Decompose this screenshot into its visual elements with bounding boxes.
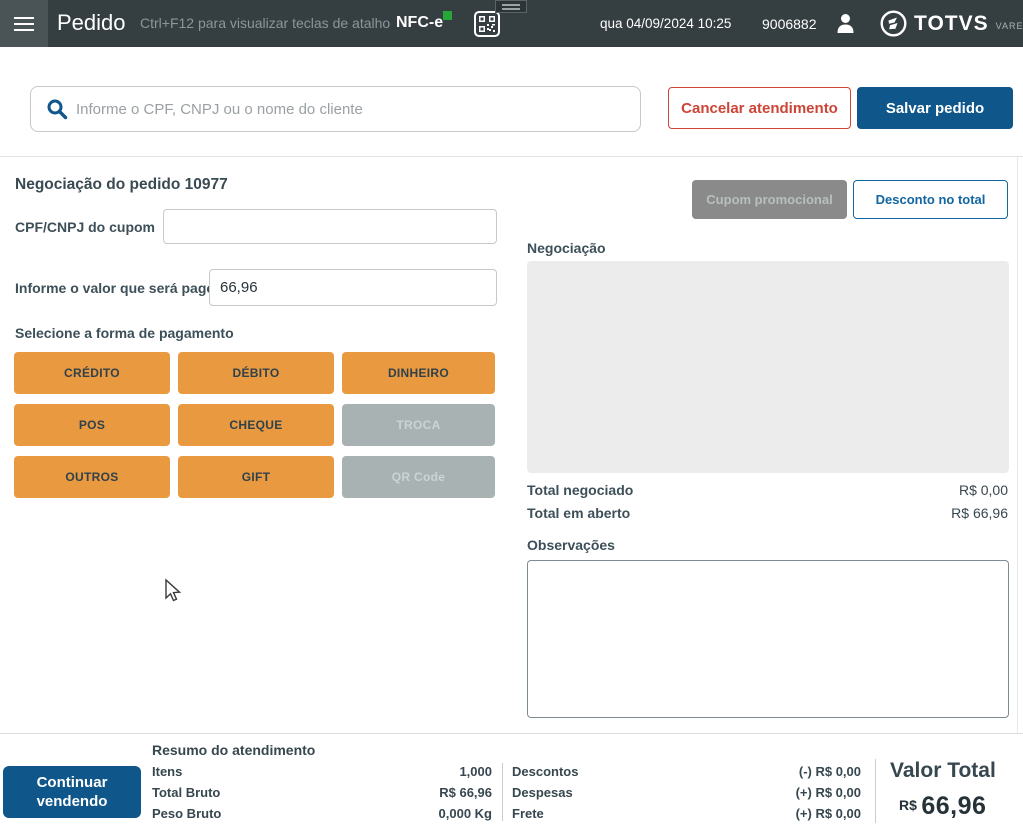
totvs-logo-icon bbox=[880, 10, 907, 37]
items-label: Itens bbox=[152, 764, 183, 779]
page-title: Pedido bbox=[57, 10, 126, 35]
amount-label: Informe o valor que será pago bbox=[15, 280, 215, 296]
top-bar: Pedido Ctrl+F12 para visualizar teclas d… bbox=[0, 0, 1023, 47]
payment-method-label: Selecione a forma de pagamento bbox=[15, 325, 234, 341]
amount-input[interactable] bbox=[209, 269, 497, 306]
gross-weight-label: Peso Bruto bbox=[152, 806, 222, 821]
total-open-row: Total em aberto R$ 66,96 bbox=[527, 505, 1008, 521]
payment-qrcode-button: QR Code bbox=[342, 456, 495, 498]
summary-gross-weight-row: Peso Bruto 0,000 Kg bbox=[152, 806, 492, 821]
freight-value: (+) R$ 0,00 bbox=[795, 806, 861, 821]
nfce-status-indicator bbox=[443, 11, 452, 20]
total-negotiated-value: R$ 0,00 bbox=[958, 482, 1008, 498]
cpf-coupon-input[interactable] bbox=[163, 209, 497, 244]
grand-total-label: Valor Total bbox=[890, 759, 996, 782]
store-code: 9006882 bbox=[762, 16, 817, 32]
nfce-label: NFC-e bbox=[396, 14, 444, 31]
grand-total-currency: R$ bbox=[899, 797, 917, 813]
total-open-value: R$ 66,96 bbox=[951, 505, 1008, 521]
customer-search-input[interactable] bbox=[76, 88, 636, 130]
grand-total-amount: 66,96 bbox=[921, 792, 987, 820]
gross-weight-value: 0,000 Kg bbox=[438, 806, 492, 821]
summary-items-row: Itens 1,000 bbox=[152, 764, 492, 779]
summary-freight-row: Frete (+) R$ 0,00 bbox=[512, 806, 861, 821]
summary-gross-total-row: Total Bruto R$ 66,96 bbox=[152, 785, 492, 800]
mouse-cursor bbox=[163, 578, 183, 609]
payment-gift-button[interactable]: GIFT bbox=[178, 456, 334, 498]
total-discount-button[interactable]: Desconto no total bbox=[853, 180, 1008, 219]
qr-code-icon[interactable] bbox=[474, 11, 500, 37]
brand-subtitle: VAREJO bbox=[995, 20, 1023, 31]
expenses-label: Despesas bbox=[512, 785, 573, 800]
observations-textarea[interactable] bbox=[527, 560, 1009, 718]
items-value: 1,000 bbox=[459, 764, 492, 779]
gross-total-value: R$ 66,96 bbox=[439, 785, 492, 800]
payment-troca-button: TROCA bbox=[342, 404, 495, 446]
observations-label: Observações bbox=[527, 537, 615, 553]
detached-handle[interactable] bbox=[495, 0, 527, 13]
expenses-value: (+) R$ 0,00 bbox=[795, 785, 861, 800]
summary-expenses-row: Despesas (+) R$ 0,00 bbox=[512, 785, 861, 800]
discounts-value: (-) R$ 0,00 bbox=[798, 764, 861, 779]
summary-divider-2 bbox=[875, 759, 876, 823]
summary-divider-1 bbox=[502, 763, 503, 821]
datetime-display: qua 04/09/2024 10:25 bbox=[600, 16, 732, 31]
payment-dinheiro-button[interactable]: DINHEIRO bbox=[342, 352, 495, 394]
brand-name: TOTVS bbox=[914, 11, 989, 35]
payment-debito-button[interactable]: DÉBITO bbox=[178, 352, 334, 394]
shortcut-hint: Ctrl+F12 para visualizar teclas de atalh… bbox=[140, 15, 391, 31]
payment-pos-button[interactable]: POS bbox=[14, 404, 170, 446]
cancel-service-button[interactable]: Cancelar atendimento bbox=[668, 87, 851, 129]
gross-total-label: Total Bruto bbox=[152, 785, 221, 800]
footer-bar: Continuar vendendo Resumo do atendimento… bbox=[0, 733, 1023, 826]
continue-selling-button[interactable]: Continuar vendendo bbox=[3, 766, 141, 818]
user-icon[interactable] bbox=[836, 13, 855, 38]
totvs-logo: TOTVS VAREJO bbox=[880, 10, 1023, 37]
negotiation-title: Negociação do pedido 10977 bbox=[15, 176, 228, 193]
search-icon bbox=[47, 99, 68, 120]
promo-coupon-button: Cupom promocional bbox=[692, 180, 847, 219]
payment-cheque-button[interactable]: CHEQUE bbox=[178, 404, 334, 446]
payment-credito-button[interactable]: CRÉDITO bbox=[14, 352, 170, 394]
grand-total-value: R$ 66,96 bbox=[899, 792, 986, 821]
summary-discounts-row: Descontos (-) R$ 0,00 bbox=[512, 764, 861, 779]
cpf-coupon-label: CPF/CNPJ do cupom bbox=[15, 219, 156, 235]
total-negotiated-label: Total negociado bbox=[527, 482, 634, 498]
hamburger-menu-icon[interactable] bbox=[0, 0, 48, 47]
total-open-label: Total em aberto bbox=[527, 505, 631, 521]
discounts-label: Descontos bbox=[512, 764, 579, 779]
negotiation-list-label: Negociação bbox=[527, 240, 606, 256]
summary-title: Resumo do atendimento bbox=[152, 742, 316, 758]
payment-outros-button[interactable]: OUTROS bbox=[14, 456, 170, 498]
save-order-button[interactable]: Salvar pedido bbox=[857, 87, 1013, 129]
negotiation-list-panel bbox=[527, 261, 1009, 473]
freight-label: Frete bbox=[512, 806, 544, 821]
content-edge-divider bbox=[1017, 157, 1018, 733]
total-negotiated-row: Total negociado R$ 0,00 bbox=[527, 482, 1008, 498]
search-header: Cancelar atendimento Salvar pedido bbox=[0, 47, 1023, 157]
customer-search-box bbox=[30, 86, 641, 132]
